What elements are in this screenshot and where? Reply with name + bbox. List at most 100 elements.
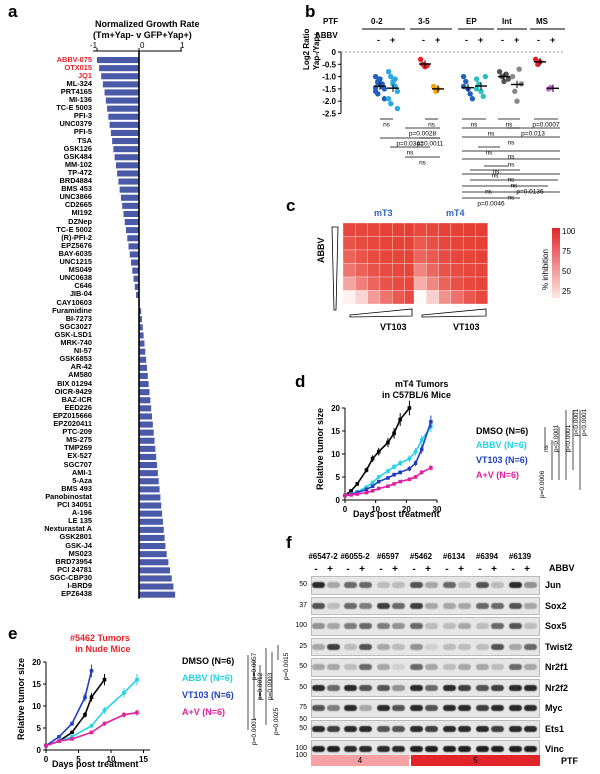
panel-f-band — [491, 725, 504, 732]
panel-f-sign: + — [392, 564, 398, 575]
panel-a-bar — [129, 251, 139, 258]
panel-d-point — [386, 469, 390, 473]
panel-d-point — [398, 461, 402, 465]
panel-f-band — [458, 582, 471, 588]
panel-c-heatmap-cell — [438, 263, 452, 278]
panel-a-bar — [131, 259, 139, 266]
panel-f-sign: - — [412, 564, 416, 575]
panel-f-band — [509, 582, 522, 588]
panel-a-bar — [102, 81, 139, 88]
panel-f-band — [392, 643, 405, 650]
panel-c-heatmap-cell — [438, 290, 452, 305]
panel-b-sign: - — [422, 35, 425, 45]
panel-d-point — [386, 484, 390, 488]
panel-d-point — [419, 470, 424, 475]
panel-d-point — [364, 468, 369, 472]
panel-e-xlabel: Days post treatment — [52, 759, 139, 769]
panel-c-heatmap-cell — [475, 236, 488, 251]
panel-f-band — [458, 623, 471, 629]
panel-d-point — [419, 447, 424, 452]
panel-f-band — [524, 582, 537, 588]
panel-f-band — [359, 602, 372, 609]
panel-b-point — [381, 96, 388, 102]
panel-b-point — [381, 86, 388, 92]
panel-b-point — [388, 73, 394, 80]
panel-a-bar — [101, 73, 139, 80]
panel-e-point — [135, 677, 139, 682]
panel-a-bar — [139, 308, 142, 315]
panel-c-heatmap-cell — [475, 290, 488, 305]
panel-e-point — [44, 743, 48, 748]
panel-f-band — [491, 643, 504, 650]
panel-d-pval: p<0.0001 — [573, 408, 580, 436]
panel-f-band — [443, 664, 456, 670]
panel-b-point — [501, 78, 507, 85]
panel-a-compound-label: Panobinostat — [45, 491, 92, 501]
panel-d-point — [407, 456, 412, 461]
panel-d-point — [349, 493, 353, 497]
panel-b-pval: ns — [493, 169, 501, 176]
panel-b-point — [478, 88, 484, 95]
panel-b-pval: p=0.0007 — [532, 122, 560, 129]
panel-b-pval: ns — [486, 150, 494, 157]
panel-d-legend-dmso: DMSO (N=6) — [476, 426, 529, 436]
panel-a-compound-label: ABBV-075 — [56, 54, 92, 64]
panel-c-heatmap-cell — [413, 249, 427, 264]
panel-b-point — [394, 88, 401, 95]
panel-c-heatmap-cell — [475, 263, 488, 278]
panel-f-band — [476, 582, 489, 588]
panel-b-sign: + — [514, 35, 519, 45]
panel-f-band — [359, 725, 372, 732]
panel-b-pval: ns — [508, 140, 516, 147]
panel-c-heatmap-cell — [450, 236, 464, 251]
panel-c-heatmap-cell — [367, 290, 381, 305]
panel-b-sign: + — [390, 35, 395, 45]
panel-a-title-line2: (Tm+Yap- v GFP+Yap+) — [93, 30, 192, 40]
panel-f-band — [312, 623, 325, 629]
panel-c-heatmap-cell — [426, 236, 439, 251]
panel-a-compound-label: UNC1215 — [59, 257, 92, 266]
panel-a-compound-label: ML-324 — [66, 78, 92, 88]
panel-c-heatmap-cell — [438, 276, 452, 291]
panel-a-compound-label: TC-E 5003 — [56, 103, 92, 113]
panel-b-group-ms: MS — [536, 17, 548, 26]
panel-f-band — [327, 705, 340, 711]
panel-d-xtick-label: 0 — [343, 505, 348, 514]
panel-e-point — [102, 708, 107, 713]
panel-f-band — [392, 684, 405, 691]
panel-c-cb-25: 25 — [562, 287, 571, 296]
panel-f-band — [491, 623, 504, 629]
panel-a-compound-label: MM-102 — [64, 159, 92, 169]
panel-d-point — [398, 417, 402, 422]
panel-f-band — [410, 684, 423, 691]
panel-c-heatmap-cell — [392, 236, 405, 251]
panel-a-compound-label: SGC3027 — [59, 321, 92, 331]
panel-d-point — [419, 438, 424, 442]
panel-b-scatter-chart: 0-0.5-1.0-1.5-2.0-2.5- + - + - + - + - +ns nsp=0.0… — [322, 28, 565, 208]
panel-a-bar — [115, 162, 139, 169]
panel-d-point — [413, 449, 418, 454]
panel-c-heatmap-cell — [367, 276, 381, 291]
panel-e-xtick-label: 5 — [76, 755, 81, 764]
panel-f-band — [410, 623, 423, 629]
panel-d-point — [413, 461, 418, 465]
panel-e-letter: e — [8, 624, 18, 643]
panel-a-compound-label: BIX 01294 — [57, 378, 92, 388]
panel-a-compound-label: TC-E 5002 — [56, 224, 92, 234]
panel-f-band — [509, 623, 522, 629]
panel-a-bar — [123, 210, 139, 217]
panel-a-letter: a — [8, 2, 18, 21]
panel-b-point — [430, 83, 437, 90]
panel-f-band — [425, 664, 438, 670]
panel-f-band — [476, 664, 489, 670]
panel-d-xtick-label: 30 — [433, 505, 442, 514]
panel-a-bar — [99, 65, 139, 72]
panel-a-compound-label: BRD4884 — [59, 176, 92, 185]
panel-e-ylabel: Relative tumor size — [16, 657, 26, 740]
panel-d-ytick-label: 15 — [331, 427, 340, 436]
panel-a-compound-label: TSA — [77, 135, 92, 145]
panel-a-bar — [104, 89, 139, 96]
panel-c-heatmap-cell — [426, 222, 439, 237]
panel-a-bar — [136, 291, 139, 298]
panel-d-point — [392, 431, 396, 436]
